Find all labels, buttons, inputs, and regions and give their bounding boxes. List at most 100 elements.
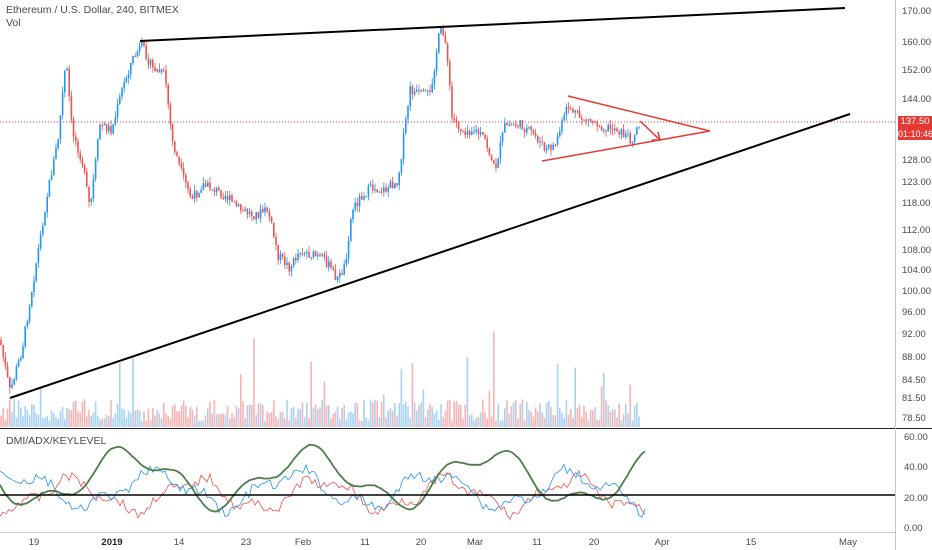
candle-body	[559, 131, 561, 137]
volume-bar	[101, 418, 103, 427]
volume-bar	[633, 406, 636, 427]
volume-bar	[209, 401, 211, 427]
volume-bar	[330, 418, 332, 427]
candle-body	[402, 133, 405, 160]
chart-title: Ethereum / U.S. Dollar, 240, BITMEX	[6, 4, 179, 16]
candle-body	[22, 346, 24, 359]
candle-body	[556, 136, 559, 145]
candle-body	[449, 61, 451, 86]
candle-body	[627, 133, 629, 135]
candle-body	[541, 141, 543, 143]
volume-bar	[594, 407, 596, 427]
volume-bar	[147, 408, 150, 427]
volume-bar	[578, 405, 581, 427]
volume-bar	[257, 403, 260, 427]
volume-bar	[121, 408, 123, 427]
candle-body	[301, 253, 304, 255]
candle-body	[636, 127, 638, 135]
candle-body	[255, 212, 257, 220]
volume-bar	[638, 416, 640, 427]
candle-body	[475, 129, 477, 132]
price-tick: 104.00	[902, 265, 932, 276]
volume-bar	[574, 367, 576, 427]
time-tick: 15	[745, 537, 757, 548]
lower-trendline[interactable]	[9, 113, 851, 399]
candle-body	[154, 67, 156, 72]
candle-body	[363, 196, 365, 200]
candle-body	[218, 187, 220, 191]
volume-bar	[251, 405, 253, 427]
volume-bar	[46, 415, 48, 427]
volume-bar	[171, 405, 174, 427]
candle-body	[251, 211, 253, 217]
candle-body	[196, 191, 198, 198]
volume-bar	[292, 406, 295, 427]
volume-bar	[268, 413, 271, 427]
volume-bar	[508, 413, 510, 427]
candle-body	[290, 266, 293, 272]
candle-body	[182, 168, 185, 175]
volume-bar	[198, 420, 200, 427]
volume-bar	[363, 399, 365, 427]
volume-bar	[310, 361, 312, 427]
candle-body	[295, 258, 297, 261]
candle-body	[48, 179, 51, 197]
candle-body	[160, 69, 163, 73]
volume-bar	[66, 407, 68, 427]
volume-bar	[189, 407, 191, 427]
candle-body	[176, 152, 178, 157]
volume-bar	[116, 403, 119, 427]
candle-body	[321, 254, 323, 256]
candle-body	[44, 212, 46, 226]
volume-bar	[567, 414, 570, 427]
volume-bar	[141, 420, 143, 427]
volume-bar	[563, 417, 565, 427]
volume-bar	[583, 405, 585, 427]
volume-bar	[618, 403, 620, 427]
volume-bar	[530, 411, 532, 427]
candle-body	[105, 124, 108, 132]
countdown-badge: 01:10:46	[898, 128, 932, 140]
volume-bar	[290, 408, 293, 427]
candle-body	[631, 141, 634, 144]
candle-body	[625, 134, 627, 138]
upper-trendline[interactable]	[139, 7, 846, 42]
candle-body	[341, 273, 343, 275]
volume-bar	[339, 419, 341, 427]
volume-bar	[543, 417, 546, 427]
volume-bar	[86, 416, 88, 427]
candle-body	[394, 183, 396, 189]
candle-body	[94, 159, 97, 180]
volume-bar	[11, 411, 13, 427]
candle-body	[180, 163, 183, 169]
time-tick: 11	[532, 537, 542, 548]
candle-body	[420, 90, 422, 92]
candle-body	[15, 366, 18, 380]
projection-arrow[interactable]	[639, 120, 661, 141]
price-tick: 152.00	[902, 65, 932, 76]
volume-bar	[627, 413, 629, 427]
volume-bar	[378, 417, 381, 427]
candle-body	[11, 384, 13, 388]
candle-body	[231, 195, 233, 202]
candle-body	[578, 110, 581, 118]
time-tick: 20	[588, 537, 600, 548]
volume-series	[0, 331, 640, 427]
volume-bar	[488, 390, 491, 427]
volume-bar	[90, 415, 92, 427]
candle-body	[207, 182, 209, 187]
volume-bar	[130, 413, 132, 427]
price-tick: 84.50	[902, 375, 926, 386]
volume-bar	[70, 410, 73, 427]
volume-bar	[48, 420, 51, 427]
price-tick: 108.00	[902, 245, 932, 256]
candle-body	[462, 130, 464, 132]
candle-body	[587, 119, 590, 121]
volume-bar	[510, 406, 513, 427]
volume-bar	[105, 414, 108, 427]
triangle-pattern[interactable]	[541, 95, 711, 162]
candle-body	[592, 121, 594, 123]
price-tick: 118.00	[902, 198, 931, 209]
candle-body	[455, 119, 458, 123]
